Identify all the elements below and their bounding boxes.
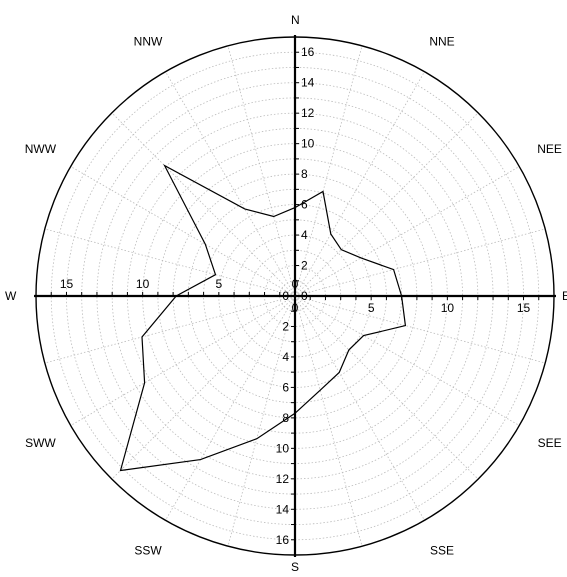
direction-label-nee: NEE [537,142,562,156]
direction-label-s: S [291,560,299,572]
tick-label-north: 10 [301,137,315,151]
direction-label-w: W [5,289,17,303]
tick-label-south: 0 [282,289,289,303]
tick-label-east: 0 [292,301,299,315]
tick-label-south: 2 [282,320,289,334]
direction-label-n: N [291,13,300,27]
tick-label-south: 8 [282,411,289,425]
tick-label-north: 6 [301,198,308,212]
tick-label-south: 6 [282,380,289,394]
tick-label-east: 5 [368,301,375,315]
tick-label-south: 12 [276,472,290,486]
direction-label-sse: SSE [430,544,454,558]
tick-label-south: 4 [282,350,289,364]
direction-label-sww: SWW [25,436,56,450]
direction-label-ssw: SSW [134,544,162,558]
tick-label-south: 16 [276,533,290,547]
tick-label-west: 15 [60,277,74,291]
tick-label-west: 0 [292,277,299,291]
tick-label-east: 10 [441,301,455,315]
tick-label-north: 8 [301,167,308,181]
tick-label-west: 10 [136,277,150,291]
tick-label-south: 10 [276,441,290,455]
direction-label-nww: NWW [25,142,57,156]
tick-label-north: 14 [301,76,315,90]
tick-label-north: 16 [301,45,315,59]
direction-label-e: E [562,289,567,303]
direction-label-nne: NNE [429,34,454,48]
direction-label-see: SEE [538,436,562,450]
tick-label-north: 0 [301,289,308,303]
tick-label-north: 4 [301,228,308,242]
tick-label-north: 12 [301,106,315,120]
tick-label-south: 14 [276,502,290,516]
direction-label-nnw: NNW [134,34,163,48]
tick-label-west: 5 [215,277,222,291]
tick-label-north: 2 [301,259,308,273]
tick-label-east: 15 [517,301,531,315]
